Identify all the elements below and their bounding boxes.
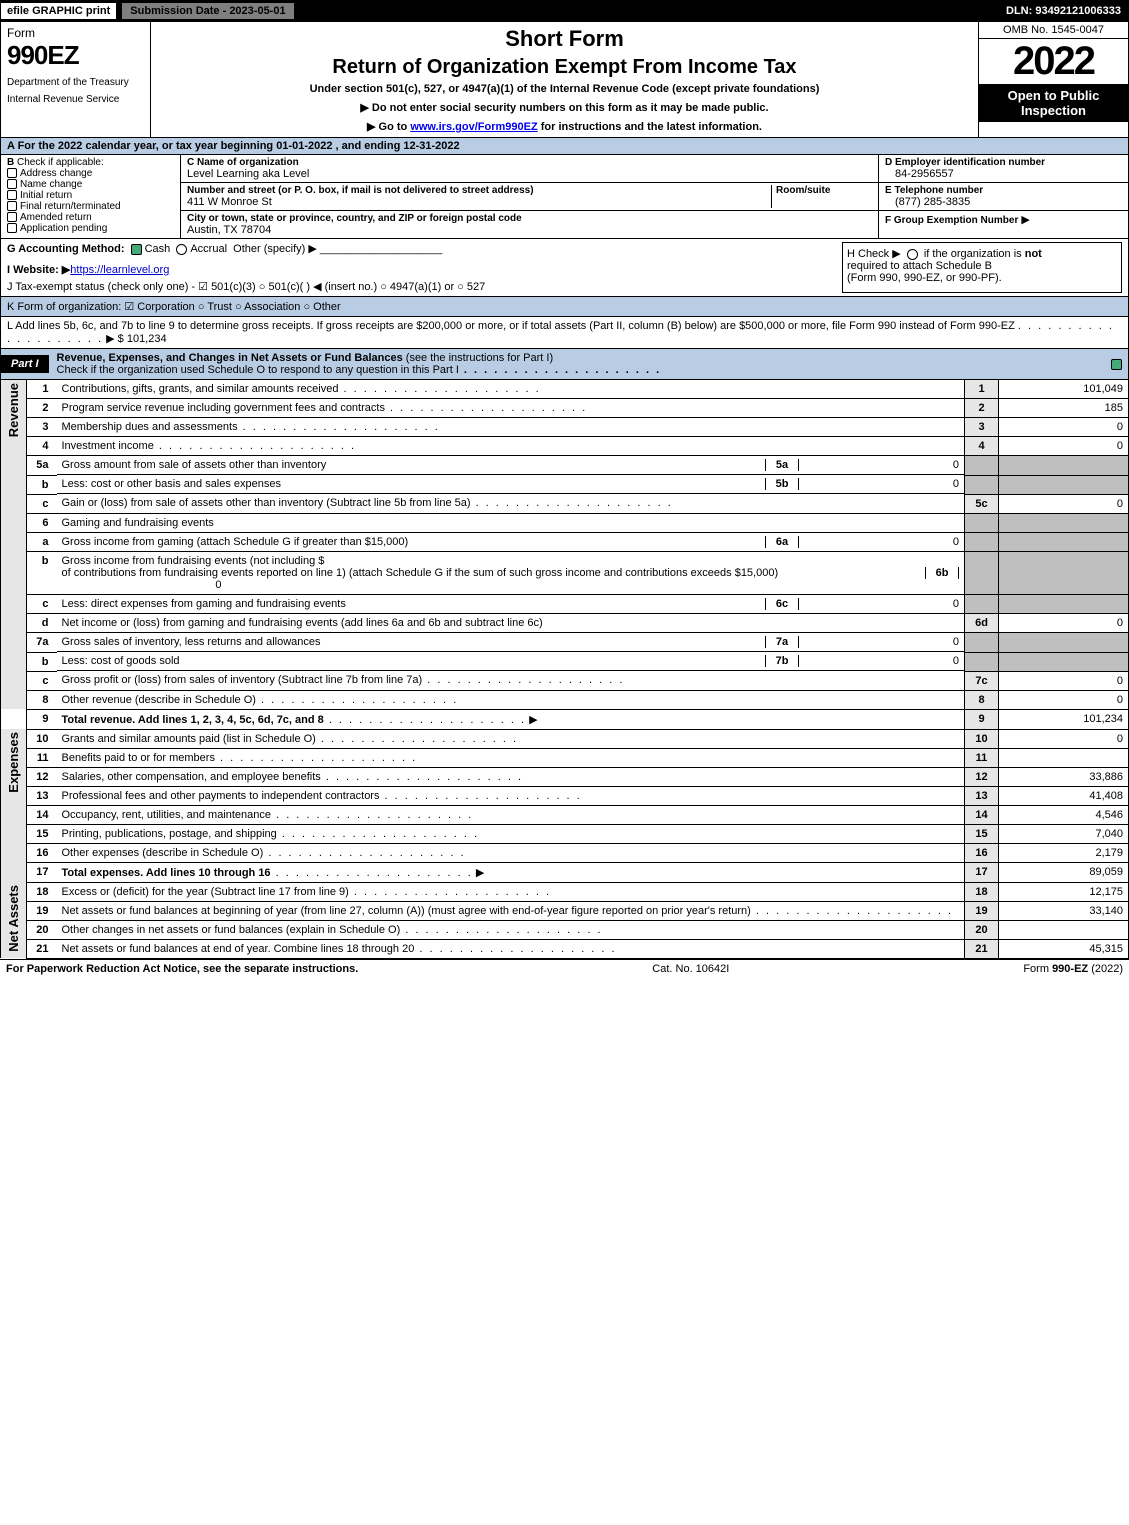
line-3-value: 0 <box>999 418 1129 437</box>
catalog-number: Cat. No. 10642I <box>358 963 1023 975</box>
omb-number: OMB No. 1545-0047 <box>979 22 1128 39</box>
line-5b-value: 0 <box>799 478 959 490</box>
line-17-value: 89,059 <box>999 862 1129 882</box>
city: Austin, TX 78704 <box>187 224 872 236</box>
checkbox-initial-return[interactable] <box>7 190 17 200</box>
dept-treasury: Department of the Treasury <box>7 77 144 88</box>
checkbox-cash[interactable] <box>131 244 142 255</box>
irs-label: Internal Revenue Service <box>7 94 144 105</box>
line-7c-value: 0 <box>999 671 1129 690</box>
short-form-title: Short Form <box>157 26 972 52</box>
gross-receipts: $ 101,234 <box>118 333 167 345</box>
header-left: Form 990EZ Department of the Treasury In… <box>1 22 151 137</box>
line-19-value: 33,140 <box>999 901 1129 920</box>
ssn-warning: ▶ Do not enter social security numbers o… <box>157 101 972 114</box>
org-name: Level Learning aka Level <box>187 168 872 180</box>
street-label: Number and street (or P. O. box, if mail… <box>187 185 767 196</box>
checkbox-schedule-o[interactable] <box>1111 359 1122 370</box>
street: 411 W Monroe St <box>187 196 767 208</box>
org-name-label: C Name of organization <box>187 157 872 168</box>
part-i-table: Revenue 1Contributions, gifts, grants, a… <box>0 380 1129 959</box>
line-6c-value: 0 <box>799 598 959 610</box>
open-to-public: Open to Public Inspection <box>979 84 1128 122</box>
line-7b-value: 0 <box>799 655 959 667</box>
dln: DLN: 93492121006333 <box>998 3 1129 19</box>
line-18-value: 12,175 <box>999 882 1129 901</box>
checkbox-accrual[interactable] <box>176 244 187 255</box>
line-20-value <box>999 920 1129 939</box>
paperwork-notice: For Paperwork Reduction Act Notice, see … <box>6 963 358 975</box>
revenue-label: Revenue <box>6 383 21 437</box>
line-1-value: 101,049 <box>999 380 1129 399</box>
ein: 84-2956557 <box>885 168 1122 180</box>
line-11-value <box>999 748 1129 767</box>
form-header: Form 990EZ Department of the Treasury In… <box>0 22 1129 138</box>
website-row: I Website: ▶https://learnlevel.org <box>7 263 842 276</box>
goto-note: ▶ Go to www.irs.gov/Form990EZ for instru… <box>157 120 972 133</box>
return-title: Return of Organization Exempt From Incom… <box>157 56 972 79</box>
line-13-value: 41,408 <box>999 786 1129 805</box>
website-link[interactable]: https://learnlevel.org <box>70 264 169 276</box>
subtitle: Under section 501(c), 527, or 4947(a)(1)… <box>157 83 972 95</box>
city-label: City or town, state or province, country… <box>187 213 872 224</box>
checkbox-amended-return[interactable] <box>7 212 17 222</box>
line-21-value: 45,315 <box>999 939 1129 958</box>
part-i-header: Part I Revenue, Expenses, and Changes in… <box>0 349 1129 380</box>
header-mid: Short Form Return of Organization Exempt… <box>151 22 978 137</box>
section-k: K Form of organization: ☑ Corporation ○ … <box>0 297 1129 317</box>
section-c: C Name of organization Level Learning ak… <box>181 155 878 238</box>
line-5a-value: 0 <box>799 459 959 471</box>
header-right: OMB No. 1545-0047 2022 Open to Public In… <box>978 22 1128 137</box>
line-7a-value: 0 <box>799 636 959 648</box>
section-gh: G Accounting Method: Cash Accrual Other … <box>0 239 1129 297</box>
top-bar: efile GRAPHIC print Submission Date - 20… <box>0 0 1129 22</box>
section-h: H Check ▶ if the organization is not req… <box>842 242 1122 293</box>
checkbox-application-pending[interactable] <box>7 223 17 233</box>
section-def: D Employer identification number 84-2956… <box>878 155 1128 238</box>
line-12-value: 33,886 <box>999 767 1129 786</box>
section-l: L Add lines 5b, 6c, and 7b to line 9 to … <box>0 317 1129 349</box>
net-assets-label: Net Assets <box>6 885 21 952</box>
irs-link[interactable]: www.irs.gov/Form990EZ <box>410 121 537 133</box>
tax-exempt-status: J Tax-exempt status (check only one) - ☑… <box>7 280 842 293</box>
part-i-tag: Part I <box>1 355 49 373</box>
line-9-value: 101,234 <box>999 709 1129 729</box>
tel-label: E Telephone number <box>885 185 1122 196</box>
line-16-value: 2,179 <box>999 843 1129 862</box>
room-label: Room/suite <box>772 185 872 208</box>
line-4-value: 0 <box>999 437 1129 456</box>
submission-date: Submission Date - 2023-05-01 <box>121 2 294 20</box>
line-8-value: 0 <box>999 690 1129 709</box>
footer: For Paperwork Reduction Act Notice, see … <box>0 959 1129 978</box>
line-5c-value: 0 <box>999 494 1129 513</box>
ein-label: D Employer identification number <box>885 157 1122 168</box>
expenses-label: Expenses <box>6 732 21 793</box>
org-info-row: B Check if applicable: Address change Na… <box>0 155 1129 239</box>
tax-year: 2022 <box>979 39 1128 84</box>
line-6d-value: 0 <box>999 614 1129 633</box>
line-6b-value: 0 <box>62 579 222 591</box>
section-b: B Check if applicable: Address change Na… <box>1 155 181 238</box>
checkbox-address-change[interactable] <box>7 168 17 178</box>
form-label: Form <box>7 26 144 40</box>
section-a: A For the 2022 calendar year, or tax yea… <box>0 138 1129 155</box>
line-15-value: 7,040 <box>999 824 1129 843</box>
form-ref: Form 990-EZ (2022) <box>1023 963 1123 975</box>
checkbox-final-return[interactable] <box>7 201 17 211</box>
efile-print-label[interactable]: efile GRAPHIC print <box>0 2 117 20</box>
accounting-method: G Accounting Method: Cash Accrual Other … <box>7 242 842 255</box>
checkbox-name-change[interactable] <box>7 179 17 189</box>
group-exemption-label: F Group Exemption Number <box>885 215 1018 226</box>
line-6a-value: 0 <box>799 536 959 548</box>
form-number: 990EZ <box>7 40 144 71</box>
checkbox-schedule-b[interactable] <box>907 249 918 260</box>
telephone: (877) 285-3835 <box>885 196 1122 208</box>
line-14-value: 4,546 <box>999 805 1129 824</box>
line-2-value: 185 <box>999 399 1129 418</box>
line-10-value: 0 <box>999 729 1129 748</box>
